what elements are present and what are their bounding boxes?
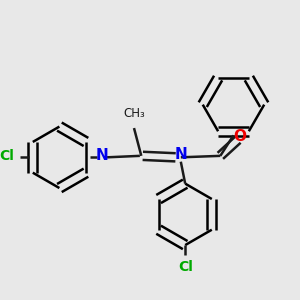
Text: Cl: Cl xyxy=(0,149,14,163)
Text: N: N xyxy=(174,148,187,163)
Text: Cl: Cl xyxy=(178,260,193,274)
Text: O: O xyxy=(234,129,247,144)
Text: CH₃: CH₃ xyxy=(124,107,146,120)
Text: N: N xyxy=(95,148,108,163)
